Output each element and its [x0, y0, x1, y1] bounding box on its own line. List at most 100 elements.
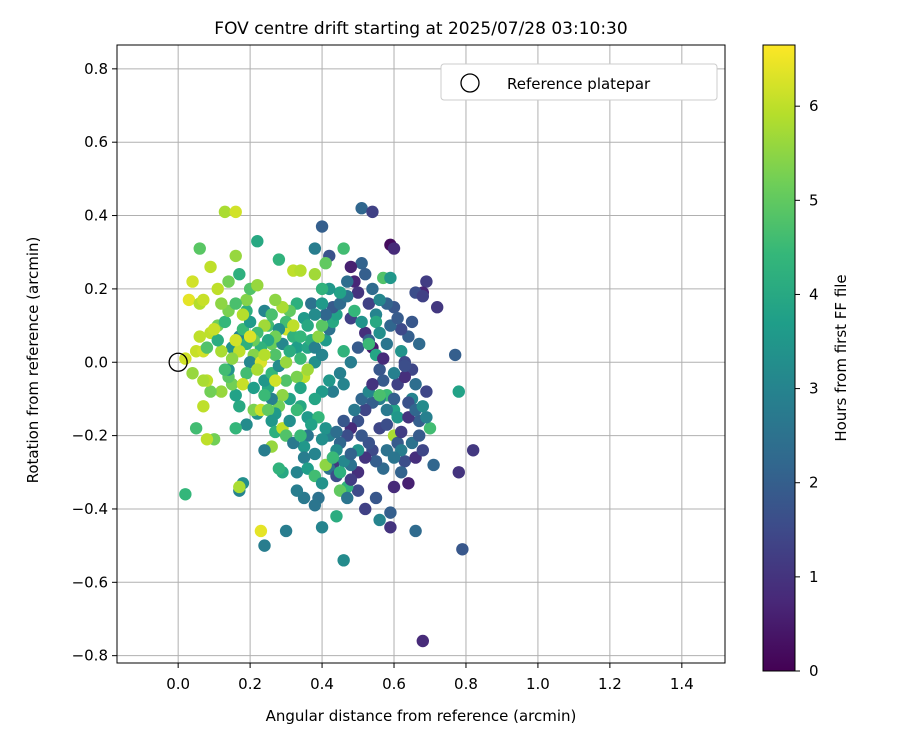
data-point — [197, 293, 210, 307]
colorbar-tick-label: 1 — [809, 568, 819, 586]
data-point — [305, 297, 318, 310]
data-point — [395, 466, 408, 479]
data-point — [179, 488, 192, 501]
data-point — [420, 411, 433, 424]
data-point — [315, 297, 329, 310]
data-point — [283, 345, 296, 358]
data-point — [197, 374, 210, 387]
data-point — [294, 381, 307, 395]
colorbar-tick-label: 2 — [809, 474, 819, 492]
data-point — [229, 249, 242, 263]
data-point — [341, 491, 354, 505]
data-point — [373, 363, 386, 376]
data-point — [380, 337, 394, 351]
data-point — [387, 367, 401, 380]
data-point — [315, 433, 329, 446]
data-point — [200, 433, 214, 446]
data-point — [279, 356, 293, 369]
data-point — [395, 425, 408, 439]
data-point — [387, 480, 401, 494]
data-point — [416, 444, 429, 457]
data-point — [409, 524, 422, 538]
data-point — [369, 455, 383, 468]
data-point — [222, 275, 235, 288]
data-point — [398, 359, 412, 373]
data-point — [395, 323, 408, 336]
data-point — [330, 425, 343, 439]
data-point — [366, 205, 379, 219]
data-point — [420, 275, 433, 288]
data-point — [326, 451, 340, 464]
data-point — [218, 363, 232, 376]
data-point — [254, 524, 268, 538]
data-point — [258, 539, 271, 552]
data-point — [290, 466, 304, 479]
y-axis-ticks: −0.8 −0.6 −0.4 −0.2 0.0 0.2 0.4 0.6 0.8 — [72, 60, 117, 665]
data-point — [405, 315, 419, 329]
y-axis-label: Rotation from reference (arcmin) — [24, 237, 42, 484]
data-point — [337, 554, 350, 567]
data-point — [333, 367, 347, 380]
colorbar-label: Hours from first FF file — [832, 274, 850, 441]
x-tick-label: 0.6 — [382, 675, 406, 693]
data-point — [297, 451, 311, 464]
data-point — [233, 268, 246, 281]
data-point — [189, 422, 203, 435]
legend-box — [440, 63, 718, 101]
data-point — [294, 429, 307, 442]
data-point — [315, 319, 329, 332]
colorbar-ticks: 0 1 2 3 4 5 6 — [795, 97, 819, 680]
y-tick-label: −0.6 — [72, 573, 108, 591]
data-point — [215, 345, 228, 358]
data-point — [337, 414, 350, 428]
data-point — [308, 341, 322, 354]
data-point — [341, 275, 354, 288]
data-point — [207, 323, 221, 336]
data-point — [308, 392, 322, 406]
data-point — [387, 451, 401, 464]
data-point — [247, 381, 260, 395]
data-point — [225, 352, 239, 365]
data-point — [240, 418, 253, 431]
data-point — [294, 352, 307, 365]
data-point — [387, 242, 401, 255]
y-tick-label: 0.6 — [84, 133, 108, 151]
data-point — [261, 403, 275, 417]
x-tick-label: 1.4 — [670, 675, 694, 693]
data-point — [362, 337, 376, 351]
data-point — [409, 378, 422, 391]
data-point — [290, 484, 304, 497]
data-point — [283, 414, 296, 428]
data-point — [186, 275, 199, 288]
x-axis-ticks: 0.0 0.2 0.4 0.6 0.8 1.0 1.2 1.4 — [166, 663, 694, 693]
data-point — [193, 330, 206, 343]
data-point — [229, 297, 242, 310]
data-point — [344, 473, 358, 486]
data-point — [366, 282, 379, 296]
data-point — [380, 403, 394, 417]
data-point — [236, 308, 250, 321]
data-point — [391, 312, 404, 325]
data-point — [297, 440, 311, 453]
data-point — [355, 429, 368, 442]
data-point — [380, 418, 394, 431]
data-point — [395, 345, 408, 358]
data-point — [355, 202, 368, 215]
colorbar-tick-label: 0 — [809, 662, 819, 680]
data-point — [272, 462, 286, 475]
data-points — [179, 202, 480, 648]
data-point — [229, 334, 242, 347]
data-point — [243, 330, 257, 343]
data-point — [413, 429, 426, 442]
data-point — [276, 389, 289, 402]
data-point — [258, 348, 271, 362]
data-point — [290, 370, 304, 384]
colorbar-tick-label: 4 — [809, 285, 819, 303]
data-point — [269, 293, 282, 307]
data-point — [344, 356, 358, 369]
data-point — [326, 385, 340, 398]
data-point — [308, 308, 322, 321]
data-point — [373, 326, 386, 340]
legend-marker-icon — [460, 73, 480, 93]
data-point — [359, 502, 372, 516]
